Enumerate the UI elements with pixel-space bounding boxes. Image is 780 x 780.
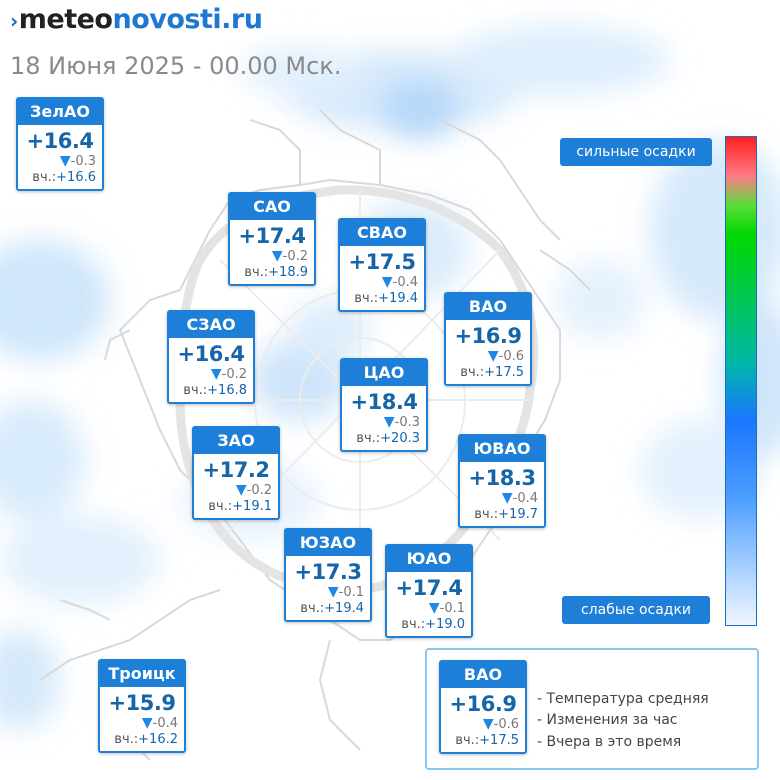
district-card-vao: ВАО +16.9 ▼-0.6 вч.:+17.5 bbox=[444, 292, 532, 386]
scale-label-light: слабые осадки bbox=[562, 596, 710, 624]
district-name: СВАО bbox=[340, 220, 424, 246]
hourly-change: ▼-0.4 bbox=[501, 490, 538, 506]
hourly-change: ▼-0.4 bbox=[381, 274, 418, 290]
yesterday-temperature: вч.:+16.6 bbox=[32, 170, 96, 185]
district-card-szao: СЗАО +16.4 ▼-0.2 вч.:+16.8 bbox=[167, 310, 255, 404]
avg-temperature: +16.9 bbox=[454, 324, 522, 348]
avg-temperature: +17.4 bbox=[238, 224, 306, 248]
yesterday-temperature: вч.:+19.1 bbox=[208, 499, 272, 514]
forecast-datetime: 18 Июня 2025 - 00.00 Мск. bbox=[10, 52, 342, 80]
hourly-change: ▼-0.1 bbox=[428, 600, 465, 616]
district-card-zelao: ЗелАО +16.4 ▼-0.3 вч.:+16.6 bbox=[16, 97, 104, 191]
hourly-change: ▼-0.6 bbox=[482, 716, 519, 732]
hourly-change: ▼-0.2 bbox=[235, 482, 272, 498]
yesterday-temperature: вч.:+19.0 bbox=[401, 617, 465, 632]
hourly-change: ▼-0.3 bbox=[59, 153, 96, 169]
district-name: ВАО bbox=[441, 662, 525, 688]
legend-sample-card: ВАО +16.9 ▼-0.6 вч.:+17.5 bbox=[439, 660, 527, 754]
logo-text-domain: .ru bbox=[221, 4, 263, 35]
logo-text-meteo: meteo bbox=[18, 4, 113, 35]
hourly-change: ▼-0.6 bbox=[487, 348, 524, 364]
district-card-sao: САО +17.4 ▼-0.2 вч.:+18.9 bbox=[228, 192, 316, 286]
legend-line-temperature: - Температура средняя bbox=[537, 691, 709, 707]
down-triangle-icon: ▼ bbox=[381, 274, 393, 290]
district-name: СЗАО bbox=[169, 312, 253, 338]
yesterday-temperature: вч.:+19.4 bbox=[354, 291, 418, 306]
yesterday-temperature: вч.:+16.8 bbox=[183, 383, 247, 398]
yesterday-temperature: вч.:+17.5 bbox=[460, 365, 524, 380]
yesterday-temperature: вч.:+20.3 bbox=[356, 431, 420, 446]
down-triangle-icon: ▼ bbox=[482, 716, 494, 732]
down-triangle-icon: ▼ bbox=[428, 600, 440, 616]
logo-text-novosti: novosti bbox=[112, 4, 222, 35]
hourly-change: ▼-0.1 bbox=[327, 584, 364, 600]
yesterday-temperature: вч.:+19.4 bbox=[300, 601, 364, 616]
legend-line-yesterday: - Вчера в это время bbox=[537, 734, 682, 750]
avg-temperature: +17.5 bbox=[348, 250, 416, 274]
down-triangle-icon: ▼ bbox=[327, 584, 339, 600]
hourly-change: ▼-0.2 bbox=[210, 366, 247, 382]
down-triangle-icon: ▼ bbox=[271, 248, 283, 264]
yesterday-temperature: вч.:+19.7 bbox=[474, 507, 538, 522]
district-name: ЗАО bbox=[194, 428, 278, 454]
district-card-tsao: ЦАО +18.4 ▼-0.3 вч.:+20.3 bbox=[340, 358, 428, 452]
precipitation-color-scale bbox=[725, 136, 757, 626]
district-card-yuvao: ЮВАО +18.3 ▼-0.4 вч.:+19.7 bbox=[458, 434, 546, 528]
avg-temperature: +18.3 bbox=[468, 466, 536, 490]
yesterday-temperature: вч.:+16.2 bbox=[114, 732, 178, 747]
down-triangle-icon: ▼ bbox=[59, 153, 71, 169]
district-card-zao: ЗАО +17.2 ▼-0.2 вч.:+19.1 bbox=[192, 426, 280, 520]
avg-temperature: +17.2 bbox=[202, 458, 270, 482]
district-name: ЦАО bbox=[342, 360, 426, 386]
legend-box: ВАО +16.9 ▼-0.6 вч.:+17.5 - Температура … bbox=[425, 648, 759, 770]
district-card-yuao: ЮАО +17.4 ▼-0.1 вч.:+19.0 bbox=[385, 544, 473, 638]
down-triangle-icon: ▼ bbox=[501, 490, 513, 506]
yesterday-temperature: вч.:+18.9 bbox=[244, 265, 308, 280]
district-name: ВАО bbox=[446, 294, 530, 320]
district-name: ЮАО bbox=[387, 546, 471, 572]
down-triangle-icon: ▼ bbox=[210, 366, 222, 382]
district-name: Троицк bbox=[100, 661, 184, 687]
scale-label-heavy: сильные осадки bbox=[560, 138, 712, 166]
avg-temperature: +17.4 bbox=[395, 576, 463, 600]
hourly-change: ▼-0.2 bbox=[271, 248, 308, 264]
down-triangle-icon: ▼ bbox=[235, 482, 247, 498]
down-triangle-icon: ▼ bbox=[141, 715, 153, 731]
legend-line-change: - Изменения за час bbox=[537, 712, 678, 728]
avg-temperature: +18.4 bbox=[350, 390, 418, 414]
hourly-change: ▼-0.3 bbox=[383, 414, 420, 430]
district-card-svao: СВАО +17.5 ▼-0.4 вч.:+19.4 bbox=[338, 218, 426, 312]
hourly-change: ▼-0.4 bbox=[141, 715, 178, 731]
district-name: ЗелАО bbox=[18, 99, 102, 125]
avg-temperature: +15.9 bbox=[108, 691, 176, 715]
district-name: ЮВАО bbox=[460, 436, 544, 462]
down-triangle-icon: ▼ bbox=[383, 414, 395, 430]
avg-temperature: +16.9 bbox=[449, 692, 517, 716]
avg-temperature: +17.3 bbox=[294, 560, 362, 584]
district-name: ЮЗАО bbox=[286, 530, 370, 556]
avg-temperature: +16.4 bbox=[177, 342, 245, 366]
district-card-yuzao: ЮЗАО +17.3 ▼-0.1 вч.:+19.4 bbox=[284, 528, 372, 622]
down-triangle-icon: ▼ bbox=[487, 348, 499, 364]
logo-chevron-icon: › bbox=[10, 9, 18, 33]
yesterday-temperature: вч.:+17.5 bbox=[455, 733, 519, 748]
avg-temperature: +16.4 bbox=[26, 129, 94, 153]
district-name: САО bbox=[230, 194, 314, 220]
district-card-troitsk: Троицк +15.9 ▼-0.4 вч.:+16.2 bbox=[98, 659, 186, 753]
site-logo[interactable]: ›meteonovosti.ru bbox=[10, 4, 263, 35]
